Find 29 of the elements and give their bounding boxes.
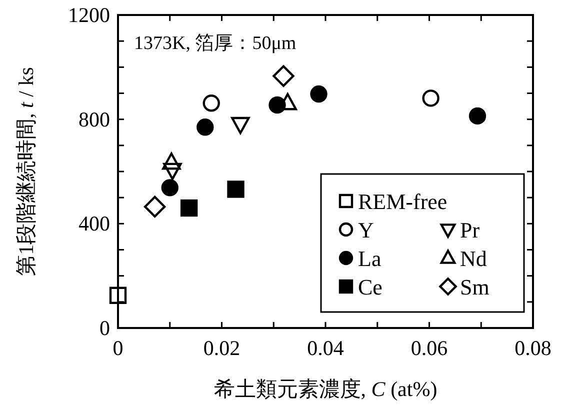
legend-label: Y <box>358 218 374 242</box>
point <box>468 107 486 125</box>
point <box>310 85 328 103</box>
y-tick-label: 1200 <box>68 3 110 27</box>
y-tick-label: 0 <box>100 316 110 340</box>
point <box>202 94 220 112</box>
legend-label: REM-free <box>358 189 448 214</box>
point <box>272 65 294 87</box>
point <box>227 180 244 198</box>
legend-label: Sm <box>460 274 490 300</box>
point <box>144 196 166 218</box>
x-axis-title: 希土類元素濃度, C (at%) <box>214 377 438 401</box>
point <box>180 199 198 217</box>
point <box>162 152 181 170</box>
legend-label: Ce <box>358 274 382 300</box>
x-tick-label: 0.08 <box>514 336 552 360</box>
point <box>422 90 440 107</box>
legend-label: Nd <box>460 246 487 271</box>
annotation: 1373K, 箔厚：50μm <box>134 33 296 54</box>
x-tick-label: 0.02 <box>203 336 240 360</box>
x-tick-label: 0.06 <box>410 336 448 360</box>
legend-label: La <box>358 246 382 271</box>
x-tick-label: 0.04 <box>307 336 344 360</box>
y-axis-title: 第1段階継続時間, t / ks <box>14 67 38 276</box>
y-tick-label: 400 <box>78 212 110 236</box>
point <box>161 179 178 196</box>
point <box>196 118 214 136</box>
legend-label: Pr <box>460 218 480 242</box>
y-tick-label: 800 <box>78 107 110 132</box>
